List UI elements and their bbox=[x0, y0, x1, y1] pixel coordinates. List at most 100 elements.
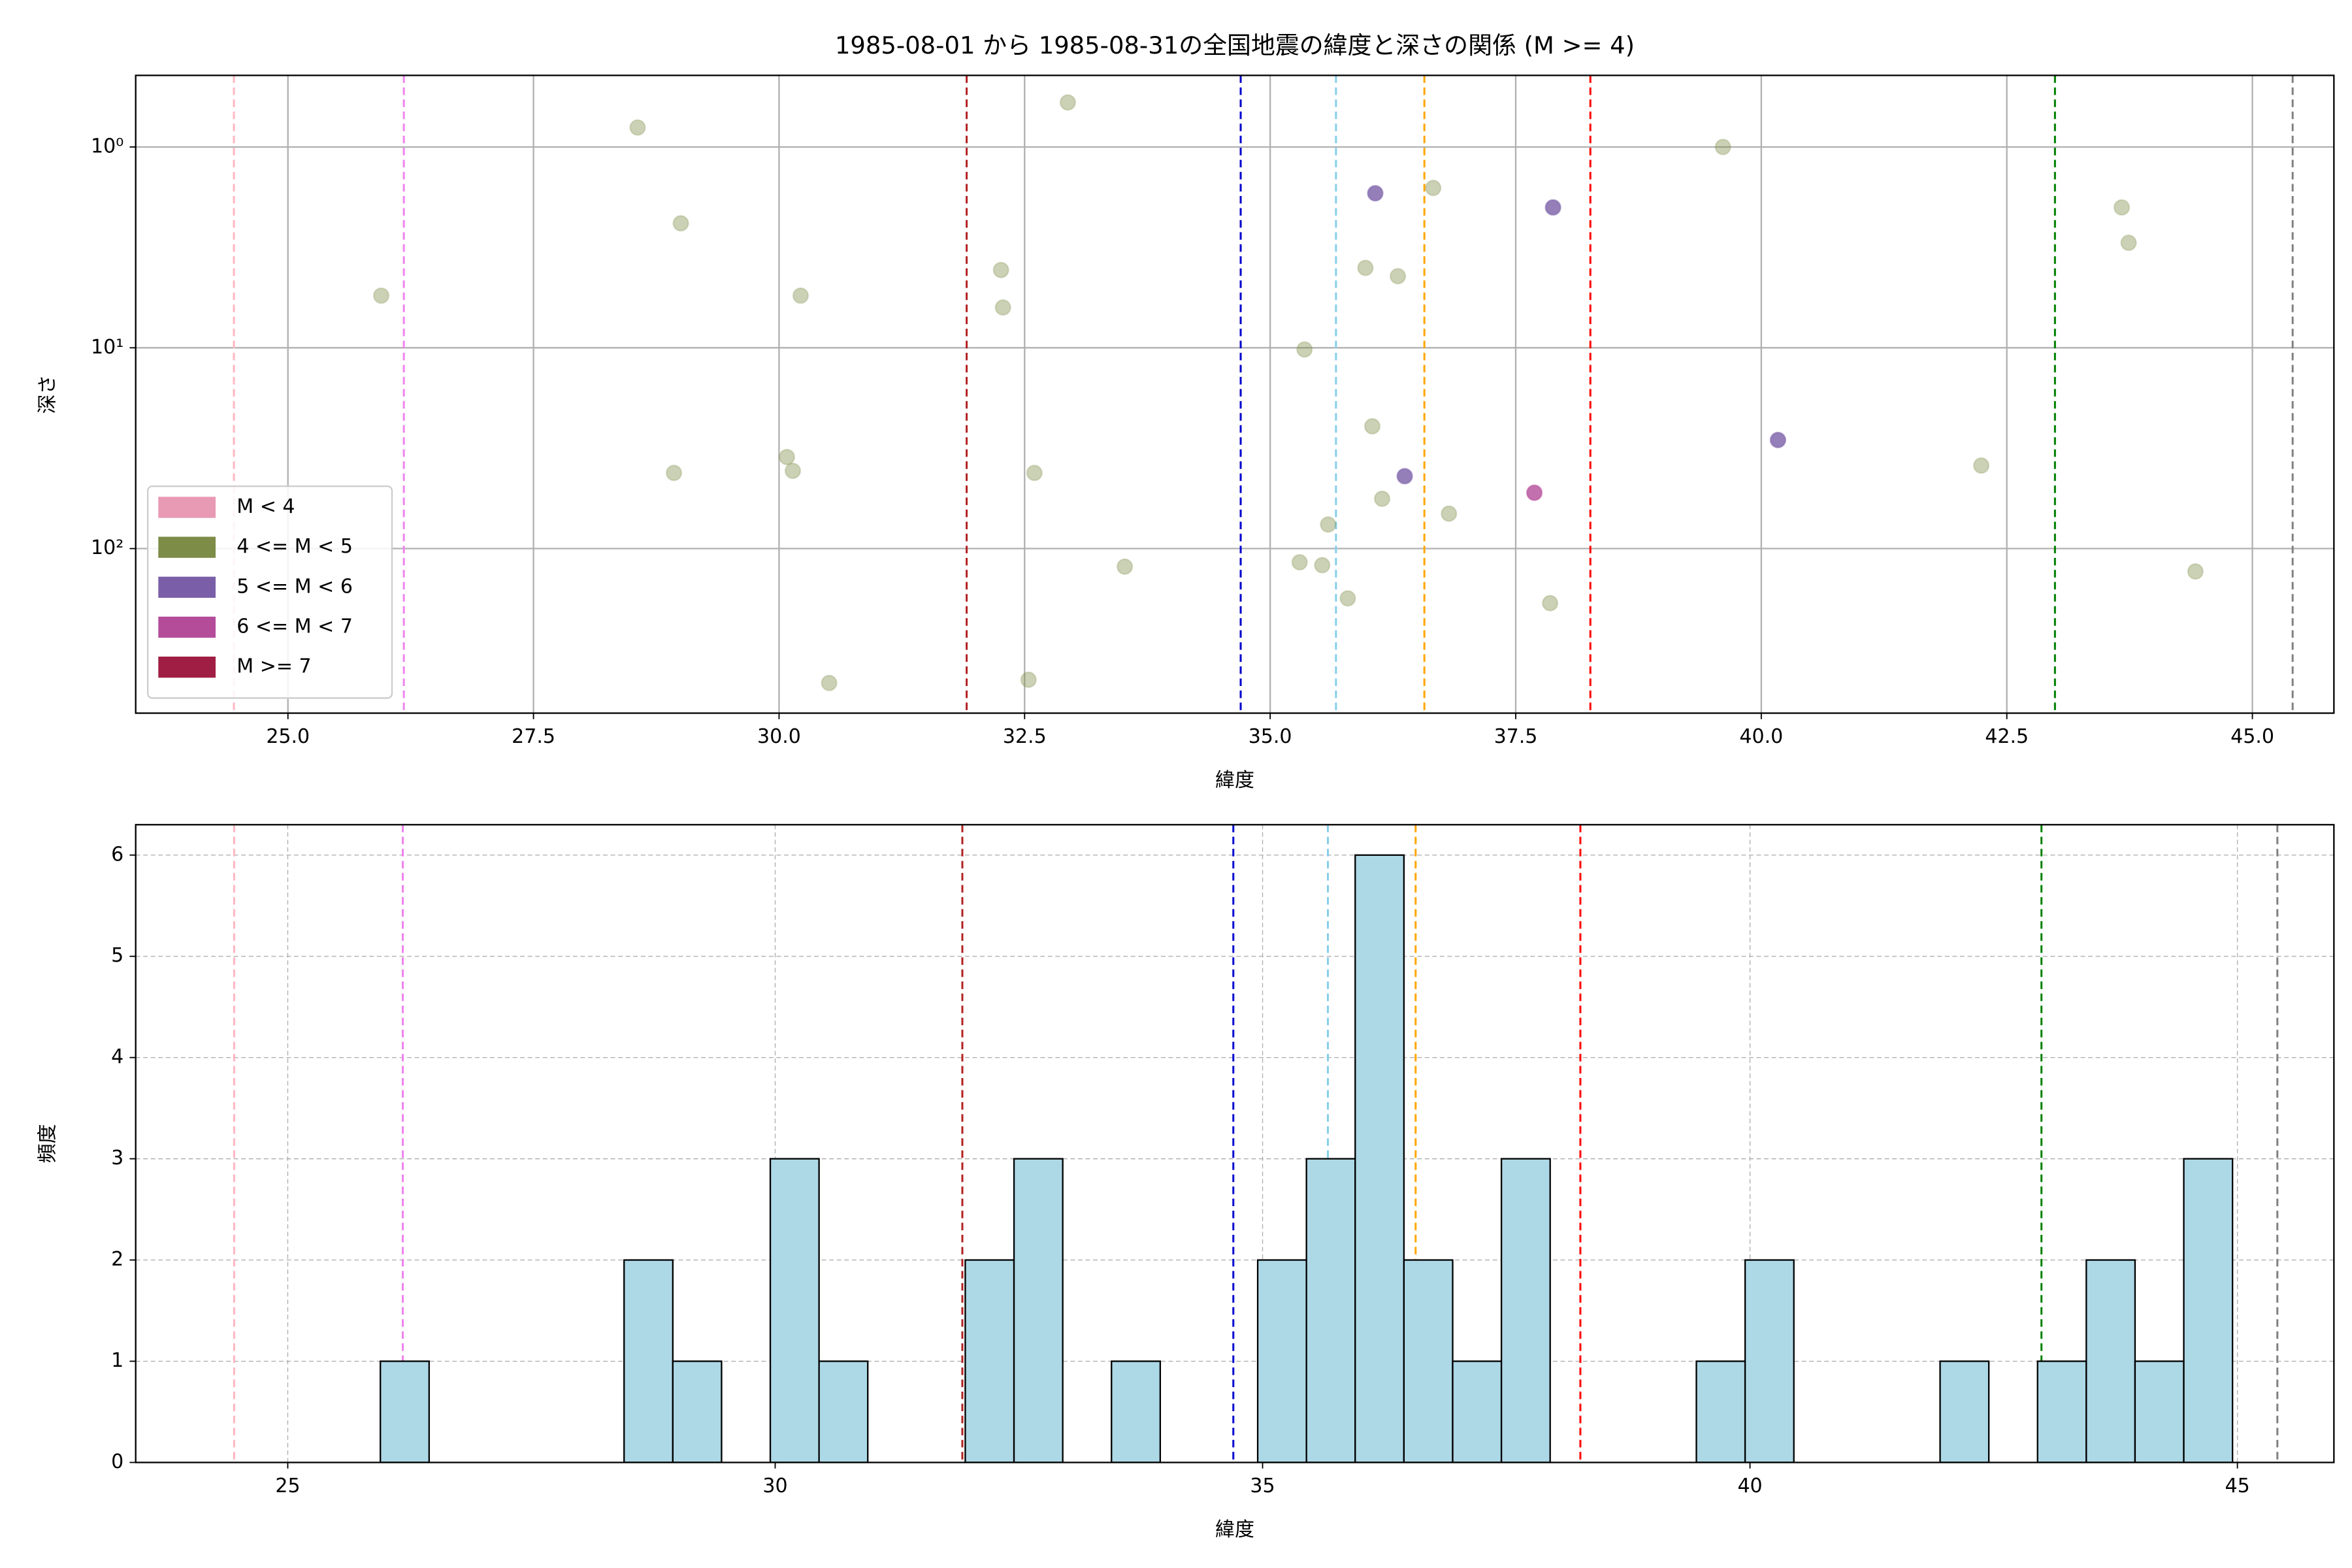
y-tick-label: 5 bbox=[111, 944, 123, 967]
point bbox=[665, 465, 683, 482]
legend-label: M >= 7 bbox=[237, 655, 311, 678]
x-axis-label: 緯度 bbox=[1215, 769, 1254, 792]
bar bbox=[1111, 1360, 1162, 1463]
legend-label: 5 <= M < 6 bbox=[237, 575, 353, 598]
bar bbox=[2183, 1158, 2234, 1463]
point bbox=[784, 462, 802, 480]
bar bbox=[1013, 1158, 1064, 1463]
x-tick-label: 32.5 bbox=[1003, 725, 1047, 748]
x-tick-label: 30 bbox=[762, 1475, 787, 1497]
point bbox=[992, 261, 1009, 278]
point bbox=[1059, 94, 1077, 111]
y-axis-label: 頻度 bbox=[36, 1124, 59, 1163]
point bbox=[2113, 199, 2131, 216]
point bbox=[1291, 553, 1308, 571]
legend-label: M < 4 bbox=[237, 495, 295, 518]
point bbox=[672, 215, 689, 232]
bar bbox=[2036, 1360, 2087, 1463]
legend-label: 4 <= M < 5 bbox=[237, 535, 353, 558]
point bbox=[1972, 457, 1990, 474]
point bbox=[1373, 490, 1391, 508]
bar bbox=[1939, 1360, 1990, 1463]
bar bbox=[2085, 1259, 2136, 1463]
point bbox=[1541, 595, 1559, 612]
legend-swatch bbox=[158, 616, 216, 638]
y-tick-label: 10¹ bbox=[91, 336, 123, 359]
point bbox=[1714, 139, 1731, 155]
y-axis-label: 深さ bbox=[36, 374, 59, 414]
x-tick-label: 37.5 bbox=[1494, 725, 1538, 748]
bar bbox=[1403, 1259, 1454, 1463]
x-tick-label: 45.0 bbox=[2230, 725, 2274, 748]
legend-swatch bbox=[158, 576, 216, 598]
bar bbox=[769, 1158, 820, 1463]
bar bbox=[1695, 1360, 1746, 1463]
bar bbox=[1305, 1158, 1356, 1463]
bar bbox=[623, 1259, 674, 1463]
axes-frame bbox=[135, 74, 2335, 714]
point bbox=[1020, 671, 1037, 689]
x-tick-label: 30.0 bbox=[757, 725, 801, 748]
point bbox=[1026, 465, 1043, 482]
x-tick-label: 25.0 bbox=[266, 725, 310, 748]
axes-frame bbox=[135, 824, 2335, 1463]
point bbox=[1296, 341, 1313, 358]
point bbox=[1339, 590, 1356, 607]
point bbox=[792, 287, 809, 304]
legend-label: 6 <= M < 7 bbox=[237, 615, 353, 638]
x-tick-label: 40.0 bbox=[1739, 725, 1783, 748]
y-tick-label: 4 bbox=[111, 1045, 123, 1068]
legend-swatch bbox=[158, 536, 216, 558]
bar bbox=[1256, 1259, 1307, 1463]
y-tick-label: 1 bbox=[111, 1349, 123, 1372]
y-tick-label: 0 bbox=[111, 1450, 123, 1473]
bar bbox=[1744, 1259, 1795, 1463]
legend-swatch bbox=[158, 497, 216, 518]
x-axis-label: 緯度 bbox=[1215, 1518, 1254, 1541]
x-tick-label: 45 bbox=[2225, 1475, 2249, 1497]
x-tick-label: 25 bbox=[275, 1475, 300, 1497]
x-tick-label: 27.5 bbox=[512, 725, 555, 748]
point bbox=[778, 448, 796, 466]
point bbox=[1314, 557, 1331, 574]
point bbox=[1389, 268, 1407, 285]
x-tick-label: 35 bbox=[1250, 1475, 1275, 1497]
point bbox=[1320, 516, 1337, 533]
chart-title: 1985-08-01 から 1985-08-31の全国地震の緯度と深さの関係 (… bbox=[835, 31, 1635, 59]
y-tick-label: 3 bbox=[111, 1147, 123, 1169]
x-tick-label: 40 bbox=[1737, 1475, 1762, 1497]
y-tick-label: 2 bbox=[111, 1248, 123, 1271]
y-tick-label: 10² bbox=[91, 536, 123, 559]
bar bbox=[1500, 1158, 1551, 1463]
point bbox=[1424, 180, 1442, 197]
point bbox=[1116, 558, 1134, 575]
point bbox=[1544, 199, 1561, 216]
plot-area bbox=[135, 825, 2334, 1463]
point bbox=[821, 674, 838, 692]
point bbox=[372, 287, 390, 304]
point bbox=[1526, 484, 1543, 501]
point bbox=[1367, 185, 1384, 202]
x-tick-label: 42.5 bbox=[1985, 725, 2029, 748]
bar bbox=[1452, 1360, 1503, 1463]
point bbox=[1357, 259, 1374, 276]
bar bbox=[2134, 1360, 2185, 1463]
bar bbox=[380, 1360, 430, 1463]
bar bbox=[1354, 854, 1405, 1463]
point bbox=[2120, 234, 2137, 252]
y-tick-label: 6 bbox=[111, 843, 123, 866]
point bbox=[629, 119, 646, 136]
legend-swatch bbox=[158, 657, 216, 678]
point bbox=[1396, 468, 1413, 485]
bar bbox=[672, 1360, 723, 1463]
point bbox=[2187, 563, 2204, 580]
x-tick-label: 35.0 bbox=[1249, 725, 1292, 748]
point bbox=[1441, 505, 1458, 522]
bar bbox=[964, 1259, 1015, 1463]
bar bbox=[818, 1360, 869, 1463]
point bbox=[1769, 431, 1787, 449]
point bbox=[994, 299, 1011, 316]
